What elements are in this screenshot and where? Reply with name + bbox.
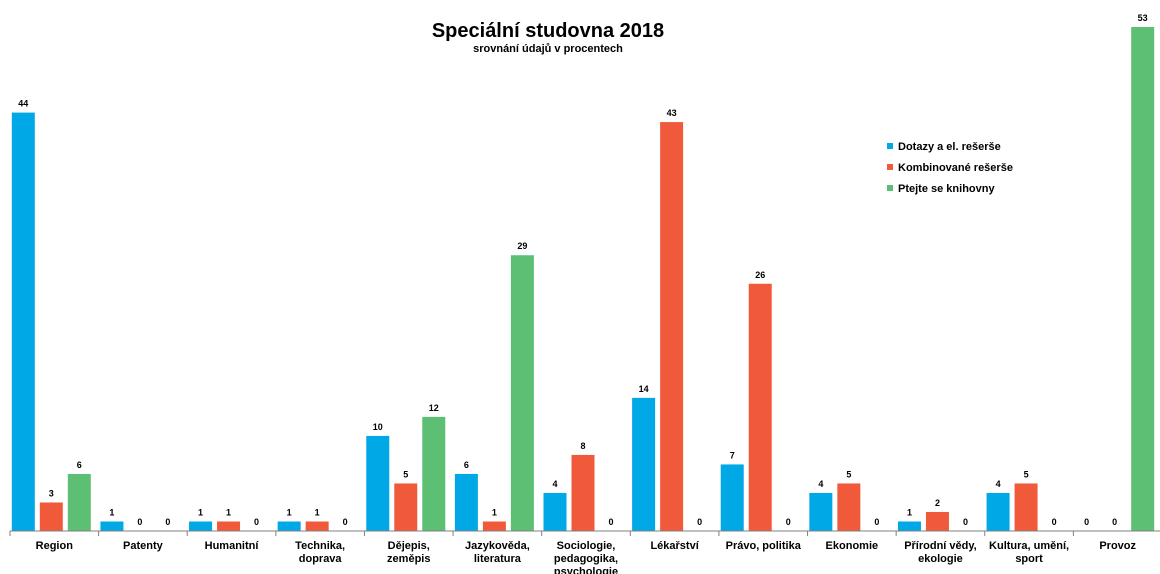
data-label: 29	[517, 241, 527, 251]
category-label: Sociologie,	[557, 540, 616, 552]
data-label: 1	[315, 507, 320, 517]
x-axis: Region Patenty Humanitní Technika,doprava Dě…	[9, 530, 1160, 574]
data-label: 1	[907, 507, 912, 517]
data-label: 6	[77, 460, 82, 470]
category-label: zeměpis	[387, 553, 430, 565]
data-label: 10	[373, 422, 383, 432]
bar	[809, 492, 833, 531]
category-label: Lékařství	[650, 540, 699, 552]
data-label: 4	[996, 479, 1001, 489]
data-label: 26	[755, 270, 765, 280]
legend-swatch	[887, 164, 893, 170]
bar	[1131, 27, 1155, 531]
data-label: 5	[403, 469, 408, 479]
data-label: 0	[137, 517, 142, 527]
data-label: 1	[226, 507, 231, 517]
category-label: literatura	[474, 553, 522, 565]
bar	[11, 112, 35, 532]
bar	[394, 483, 418, 531]
data-label: 12	[429, 403, 439, 413]
bar	[305, 521, 329, 531]
category-label: Kultura, umění,	[989, 540, 1069, 552]
category-label: psychologie	[554, 566, 618, 574]
data-label: 43	[667, 108, 677, 118]
data-label: 0	[254, 517, 259, 527]
data-label: 0	[874, 517, 879, 527]
data-label: 0	[343, 517, 348, 527]
bar	[720, 464, 744, 531]
bar	[217, 521, 241, 531]
data-label: 6	[464, 460, 469, 470]
category-label: Humanitní	[205, 540, 260, 552]
bar	[632, 397, 656, 531]
legend-swatch	[887, 185, 893, 191]
data-label: 1	[287, 507, 292, 517]
bar	[277, 521, 301, 531]
legend-label: Dotazy a el. rešerše	[898, 141, 1001, 153]
bar	[100, 521, 124, 531]
bar	[1014, 483, 1038, 531]
data-label: 1	[109, 507, 114, 517]
data-label: 3	[49, 488, 54, 498]
bar	[482, 521, 506, 531]
bar	[422, 416, 446, 531]
bar	[837, 483, 861, 531]
data-label: 0	[963, 517, 968, 527]
data-label: 53	[1138, 13, 1148, 23]
data-label: 44	[18, 99, 28, 109]
legend-swatch	[887, 143, 893, 149]
bar	[986, 492, 1010, 531]
data-label: 7	[730, 450, 735, 460]
bar	[67, 473, 91, 531]
data-label: 1	[492, 507, 497, 517]
data-label: 2	[935, 498, 940, 508]
category-label: Technika,	[295, 540, 345, 552]
category-label: Patenty	[123, 540, 164, 552]
data-label: 4	[552, 479, 557, 489]
data-label: 0	[1112, 517, 1117, 527]
data-label: 1	[198, 507, 203, 517]
category-label: Provoz	[1099, 540, 1136, 552]
data-label: 4	[818, 479, 823, 489]
category-label: Ekonomie	[826, 540, 879, 552]
bar	[897, 521, 921, 531]
bar	[660, 122, 684, 532]
data-label: 8	[580, 441, 585, 451]
data-label: 0	[697, 517, 702, 527]
data-label: 0	[608, 517, 613, 527]
data-label: 0	[1052, 517, 1057, 527]
bar	[748, 283, 772, 531]
bar	[454, 473, 478, 531]
category-label: Jazykověda,	[465, 540, 530, 552]
category-label: Dějepis,	[388, 540, 430, 552]
data-label: 5	[846, 469, 851, 479]
category-label: pedagogika,	[554, 553, 618, 565]
category-label: doprava	[299, 553, 343, 565]
bar	[39, 502, 63, 531]
data-label: 14	[639, 384, 649, 394]
bar	[510, 255, 534, 531]
bar	[543, 492, 567, 531]
legend: Dotazy a el. rešerše Kombinované rešerše P…	[887, 141, 1013, 195]
category-label: Přírodní vědy,	[904, 540, 977, 552]
data-label: 5	[1024, 469, 1029, 479]
category-label: Právo, politika	[726, 540, 802, 552]
bar	[571, 454, 595, 531]
legend-label: Ptejte se knihovny	[898, 183, 995, 195]
category-label: Region	[36, 540, 74, 552]
category-label: sport	[1015, 553, 1043, 565]
bar	[189, 521, 213, 531]
bar	[366, 435, 390, 531]
chart-title: Speciální studovna 2018	[432, 20, 664, 42]
bar	[925, 511, 949, 531]
data-label: 0	[786, 517, 791, 527]
chart-subtitle: srovnání údajů v procentech	[473, 43, 623, 55]
legend-label: Kombinované rešerše	[898, 162, 1013, 174]
data-label: 0	[1084, 517, 1089, 527]
data-label: 0	[165, 517, 170, 527]
category-label: ekologie	[918, 553, 963, 565]
